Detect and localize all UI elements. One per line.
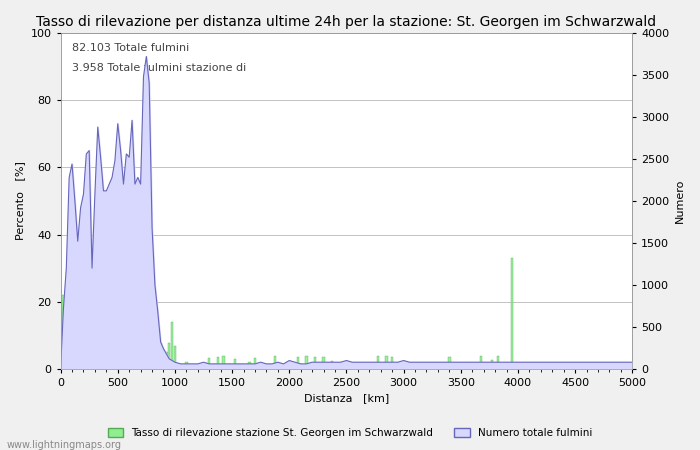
Bar [85, 354, 88, 369]
Bar [174, 346, 176, 369]
Bar [622, 366, 625, 369]
Bar [165, 351, 167, 369]
Bar [228, 364, 230, 369]
Bar [434, 365, 436, 369]
Bar [91, 364, 93, 369]
Bar [223, 356, 225, 369]
Bar [97, 355, 99, 369]
Bar [305, 356, 308, 369]
Bar [120, 354, 122, 369]
Bar [480, 356, 482, 369]
Bar [171, 322, 174, 369]
Bar [68, 315, 71, 369]
Y-axis label: Numero: Numero [675, 179, 685, 223]
Text: www.lightningmaps.org: www.lightningmaps.org [7, 440, 122, 450]
Bar [628, 368, 631, 369]
Bar [62, 295, 64, 369]
Bar [331, 361, 333, 369]
Bar [257, 367, 259, 369]
Bar [99, 365, 102, 369]
Bar [128, 342, 130, 369]
Bar [491, 360, 494, 369]
Text: 3.958 Totale fulmini stazione di: 3.958 Totale fulmini stazione di [72, 63, 246, 73]
Bar [391, 357, 393, 369]
Bar [497, 356, 499, 369]
Bar [157, 353, 159, 369]
Bar [397, 367, 399, 369]
X-axis label: Distanza   [km]: Distanza [km] [304, 393, 389, 404]
Bar [314, 356, 316, 369]
Bar [477, 366, 480, 369]
Bar [102, 343, 105, 369]
Bar [134, 357, 136, 369]
Bar [139, 344, 142, 369]
Y-axis label: Percento   [%]: Percento [%] [15, 162, 25, 240]
Bar [297, 357, 299, 369]
Legend: Tasso di rilevazione stazione St. Georgen im Schwarzwald, Numero totale fulmini: Tasso di rilevazione stazione St. George… [104, 424, 596, 442]
Bar [74, 355, 76, 369]
Bar [113, 355, 116, 369]
Bar [142, 348, 145, 369]
Bar [274, 356, 276, 369]
Bar [82, 346, 85, 369]
Bar [79, 354, 82, 369]
Bar [88, 346, 90, 369]
Bar [122, 346, 125, 369]
Bar [116, 342, 119, 369]
Bar [511, 258, 514, 369]
Bar [150, 342, 153, 369]
Bar [94, 335, 96, 369]
Bar [105, 339, 108, 369]
Bar [131, 357, 133, 369]
Bar [136, 349, 139, 369]
Bar [253, 358, 256, 369]
Bar [585, 364, 588, 369]
Bar [148, 353, 150, 369]
Bar [234, 359, 236, 369]
Bar [606, 368, 608, 369]
Bar [248, 362, 251, 369]
Bar [145, 356, 148, 369]
Bar [65, 305, 68, 369]
Bar [377, 356, 379, 369]
Bar [468, 363, 470, 369]
Bar [108, 362, 111, 369]
Bar [162, 364, 164, 369]
Bar [216, 357, 219, 369]
Text: 82.103 Totale fulmini: 82.103 Totale fulmini [72, 43, 189, 53]
Bar [185, 361, 188, 369]
Bar [385, 356, 388, 369]
Bar [537, 366, 539, 369]
Title: Tasso di rilevazione per distanza ultime 24h per la stazione: St. Georgen im Sch: Tasso di rilevazione per distanza ultime… [36, 15, 657, 29]
Bar [514, 364, 517, 369]
Bar [322, 357, 325, 369]
Bar [125, 358, 127, 369]
Bar [208, 358, 211, 369]
Bar [76, 342, 79, 369]
Bar [168, 343, 171, 369]
Bar [448, 357, 451, 369]
Bar [160, 343, 162, 369]
Bar [111, 348, 113, 369]
Bar [342, 367, 345, 369]
Bar [408, 367, 411, 369]
